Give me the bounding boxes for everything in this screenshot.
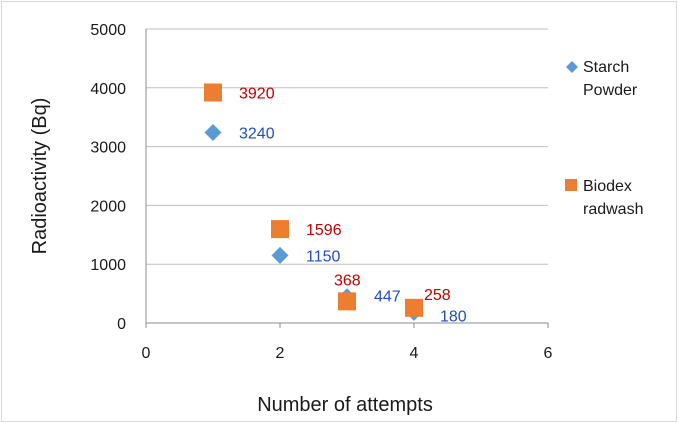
legend: Starch Powder Biodex radwash bbox=[565, 59, 643, 218]
biodex-point bbox=[405, 298, 423, 317]
tick-labels: 0 1000 2000 3000 4000 5000 0 2 4 6 bbox=[90, 22, 552, 362]
data-labels: 3240 1150 447 180 3920 1596 368 258 bbox=[239, 86, 467, 326]
x-tick-label: 2 bbox=[276, 345, 285, 362]
starch-data-label: 447 bbox=[374, 289, 401, 306]
biodex-data-label: 368 bbox=[334, 272, 361, 289]
biodex-data-label: 1596 bbox=[306, 222, 342, 239]
axes bbox=[145, 29, 549, 328]
starch-data-label: 1150 bbox=[306, 248, 341, 265]
legend-label: Biodex bbox=[583, 178, 632, 195]
data-marks bbox=[204, 83, 423, 321]
biodex-point bbox=[338, 292, 356, 311]
y-tick-label: 2000 bbox=[90, 198, 126, 215]
legend-item: Biodex radwash bbox=[565, 178, 643, 218]
legend-label: Starch bbox=[583, 59, 629, 76]
starch-data-label: 180 bbox=[440, 308, 467, 325]
biodex-point bbox=[204, 83, 222, 102]
biodex-point bbox=[271, 220, 289, 239]
y-tick-label: 4000 bbox=[90, 81, 126, 98]
legend-marker-square bbox=[565, 179, 577, 191]
y-tick-label: 1000 bbox=[90, 257, 126, 274]
y-tick-label: 5000 bbox=[90, 22, 126, 39]
biodex-data-label: 3920 bbox=[239, 86, 275, 103]
starch-point bbox=[204, 123, 222, 141]
legend-item: Starch Powder bbox=[566, 59, 638, 99]
legend-label: radwash bbox=[583, 201, 643, 218]
x-tick-label: 4 bbox=[410, 345, 419, 362]
starch-point bbox=[271, 246, 289, 264]
x-tick-label: 6 bbox=[544, 345, 553, 362]
x-axis-title: Number of attempts bbox=[257, 394, 433, 416]
legend-label: Powder bbox=[583, 82, 638, 99]
x-tick-label: 0 bbox=[142, 345, 151, 362]
y-tick-label: 3000 bbox=[90, 140, 126, 157]
biodex-data-label: 258 bbox=[424, 287, 451, 304]
legend-marker-diamond bbox=[566, 61, 578, 73]
y-tick-label: 0 bbox=[117, 316, 126, 333]
starch-data-label: 3240 bbox=[239, 125, 275, 142]
y-axis-title: Radioactivity (Bq) bbox=[29, 98, 51, 255]
